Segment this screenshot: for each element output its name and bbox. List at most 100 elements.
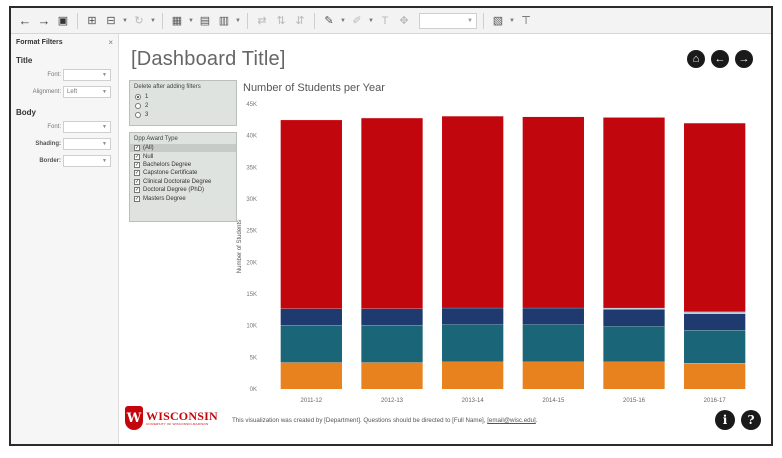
body-shading-select[interactable]: ▼ [63, 138, 111, 150]
title-alignment-select[interactable]: Left ▼ [63, 86, 111, 98]
y-axis-label: Number of Students [237, 220, 243, 273]
crest-icon: W [125, 406, 143, 430]
body-border-select[interactable]: ▼ [63, 155, 111, 167]
checkbox-item[interactable]: ✓ Doctoral Degree (PhD) [134, 187, 205, 194]
chevron-down-icon[interactable]: ▼ [368, 17, 374, 24]
radio-option-1[interactable]: 1 [130, 92, 236, 101]
toolbar-divider [483, 12, 484, 29]
bar-segment [442, 307, 504, 325]
chevron-down-icon[interactable]: ▼ [122, 17, 128, 24]
home-icon[interactable]: ⌂ [687, 50, 705, 68]
duplicate-icon[interactable]: ▤ [199, 15, 211, 27]
bar-segment [442, 116, 504, 308]
field-label: Font: [47, 72, 61, 78]
show-cards-icon[interactable]: ▧ [492, 15, 504, 27]
radio-icon[interactable] [135, 102, 141, 109]
checkbox-item[interactable]: ✓ Masters Degree [134, 195, 186, 202]
checkbox-icon[interactable]: ✓ [134, 153, 140, 160]
radio-selected-icon[interactable] [135, 93, 141, 100]
filter-title: Dpp Award Type [134, 136, 178, 142]
bar-segment [442, 324, 504, 362]
chevron-down-icon: ▼ [102, 141, 107, 147]
sort-ascending-icon[interactable]: ⇅ [276, 15, 286, 27]
checkbox-icon[interactable]: ✓ [134, 170, 140, 177]
bar-segment [280, 308, 342, 326]
field-label: Font: [47, 124, 61, 130]
datasource-icon[interactable]: ⊟ [106, 15, 116, 27]
title-alignment-row: Alignment: Left ▼ [11, 85, 118, 99]
pin-icon[interactable]: ✥ [399, 15, 409, 27]
bar-segment [603, 309, 665, 327]
chevron-down-icon[interactable]: ▼ [188, 17, 194, 24]
checkbox-item[interactable]: ✓ Null [134, 153, 154, 160]
fit-dropdown[interactable]: ▼ [419, 12, 477, 29]
checkbox-item[interactable]: ✓ Clinical Doctorate Degree [134, 178, 212, 185]
presentation-mode-icon[interactable]: ⊤ [521, 15, 531, 27]
title-font-select[interactable]: ▼ [63, 69, 111, 81]
delete-after-filter-card: Delete after adding filters 1 2 3 [129, 80, 237, 126]
checkbox-icon[interactable]: ✓ [134, 178, 140, 185]
body-section-label: Body [16, 108, 36, 117]
y-tick-label: 5K [250, 355, 257, 361]
panel-header: Format Filters × [11, 34, 118, 50]
sort-descending-icon[interactable]: ⇵ [295, 15, 305, 27]
back-arrow-icon[interactable]: ← [711, 50, 729, 68]
filter-title: Delete after adding filters [134, 84, 201, 90]
help-icon[interactable]: ? [741, 410, 761, 430]
dashboard-title: [Dashboard Title] [131, 48, 286, 70]
chevron-down-icon[interactable]: ▼ [340, 17, 346, 24]
close-icon[interactable]: × [108, 37, 113, 47]
y-tick-label: 30K [246, 197, 257, 203]
bar-segment [522, 116, 584, 308]
info-icon[interactable]: i [715, 410, 735, 430]
body-shading-row: Shading: ▼ [11, 137, 118, 151]
group-icon[interactable]: ✐ [352, 15, 362, 27]
chevron-down-icon[interactable]: ▼ [509, 17, 515, 24]
checkbox-icon[interactable]: ✓ [134, 187, 140, 194]
y-tick-label: 45K [246, 102, 257, 108]
y-tick-label: 0K [250, 387, 257, 393]
radio-option-2[interactable]: 2 [130, 101, 236, 110]
bar-segment [522, 307, 584, 325]
y-tick-label: 15K [246, 292, 257, 298]
bar-segment [603, 326, 665, 362]
radio-option-3[interactable]: 3 [130, 110, 236, 119]
email-link[interactable]: [email@wisc.edu] [487, 417, 536, 424]
bar-segment [361, 362, 423, 389]
bar-segment [684, 313, 746, 331]
footer-text: This visualization was created by [Depar… [232, 417, 488, 424]
checkbox-icon[interactable]: ✓ [134, 161, 140, 168]
chevron-down-icon: ▼ [102, 72, 107, 78]
refresh-icon[interactable]: ↻ [134, 15, 144, 27]
field-label: Alignment: [32, 89, 61, 95]
chevron-down-icon: ▼ [102, 124, 107, 130]
app-window: ✲ ← → ▣ ⊞ ⊟ ▼ ↻ ▼ ▦ ▼ ▤ ▥ ▼ ⇄ ⇅ ⇵ ✎ ▼ ✐ … [9, 6, 773, 446]
save-icon[interactable]: ▣ [57, 15, 69, 27]
new-datasource-icon[interactable]: ⊞ [87, 15, 97, 27]
body-border-row: Border: ▼ [11, 154, 118, 168]
highlight-icon[interactable]: ✎ [324, 15, 334, 27]
logo-subtitle: UNIVERSITY OF WISCONSIN-MADISON [146, 422, 209, 426]
swap-icon[interactable]: ⇄ [257, 15, 267, 27]
new-sheet-icon[interactable]: ▦ [171, 15, 183, 27]
checkbox-item[interactable]: ✓ Capstone Certificate [134, 170, 198, 177]
clear-sheet-icon[interactable]: ▥ [218, 15, 230, 27]
bar-segment [280, 362, 342, 389]
body-font-select[interactable]: ▼ [63, 121, 111, 133]
x-tick-label: 2012-13 [381, 398, 404, 404]
x-tick-label: 2015-16 [623, 398, 646, 404]
radio-icon[interactable] [135, 111, 141, 118]
checkbox-item[interactable]: ✓ Bachelors Degree [134, 161, 192, 168]
bar-segment [522, 361, 584, 389]
undo-arrow-icon[interactable]: ← [18, 13, 32, 28]
label-icon[interactable]: T [381, 14, 389, 27]
title-section-label: Title [16, 56, 33, 65]
redo-arrow-icon[interactable]: → [37, 13, 51, 28]
checkbox-icon[interactable]: ✓ [134, 195, 140, 202]
toolbar-divider [162, 12, 163, 29]
checkbox-icon[interactable]: ✓ [134, 145, 140, 152]
forward-arrow-icon[interactable]: → [735, 50, 753, 68]
checkbox-item-all[interactable]: ✓ (All) [130, 144, 236, 153]
chevron-down-icon[interactable]: ▼ [235, 17, 241, 24]
chevron-down-icon[interactable]: ▼ [150, 17, 156, 24]
